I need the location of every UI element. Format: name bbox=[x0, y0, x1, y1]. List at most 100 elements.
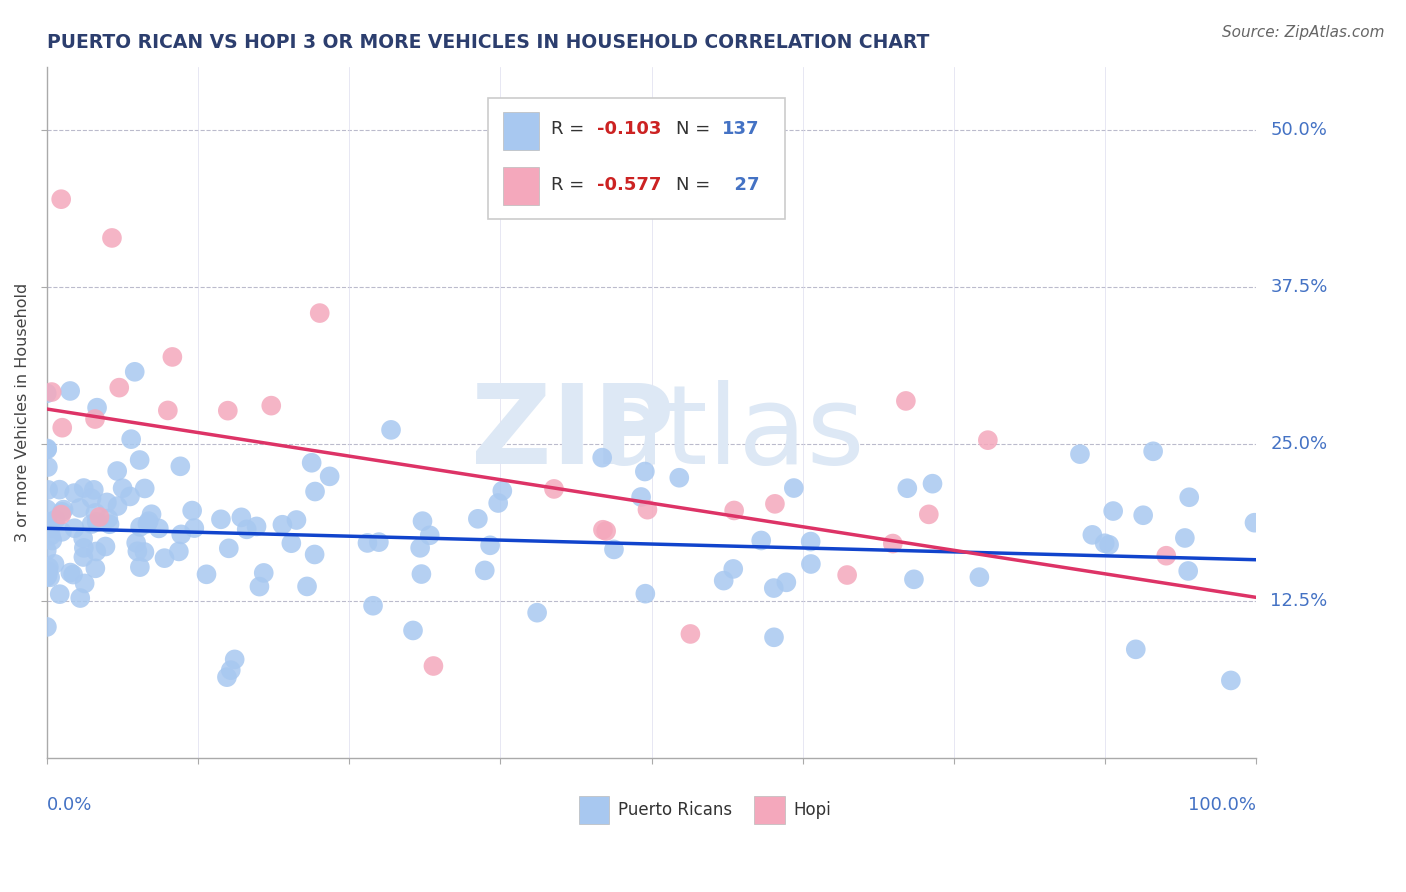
Point bbox=[41, 385, 63, 400]
Point bbox=[467, 512, 489, 526]
Point bbox=[162, 350, 184, 364]
Point bbox=[51, 420, 73, 434]
Point bbox=[412, 514, 434, 528]
Point bbox=[84, 506, 107, 520]
Point bbox=[120, 432, 142, 446]
Text: -0.577: -0.577 bbox=[598, 176, 661, 194]
Point bbox=[486, 496, 509, 510]
Point bbox=[1094, 536, 1116, 550]
Point bbox=[51, 524, 73, 539]
Point bbox=[59, 566, 82, 580]
Point bbox=[35, 515, 58, 529]
Point bbox=[921, 476, 943, 491]
Text: 0.0%: 0.0% bbox=[46, 797, 91, 814]
Bar bbox=[503, 168, 538, 205]
Point bbox=[218, 541, 240, 556]
Point bbox=[380, 423, 402, 437]
Y-axis label: 3 or more Vehicles in Household: 3 or more Vehicles in Household bbox=[15, 283, 30, 542]
Point bbox=[1132, 508, 1154, 523]
Point bbox=[763, 630, 786, 644]
Text: PUERTO RICAN VS HOPI 3 OR MORE VEHICLES IN HOUSEHOLD CORRELATION CHART: PUERTO RICAN VS HOPI 3 OR MORE VEHICLES … bbox=[46, 33, 929, 52]
Point bbox=[80, 491, 103, 506]
Point bbox=[775, 575, 797, 590]
Point bbox=[474, 563, 496, 577]
Point bbox=[169, 459, 191, 474]
Point bbox=[723, 562, 745, 576]
Text: Puerto Ricans: Puerto Ricans bbox=[617, 801, 731, 819]
Point bbox=[1069, 447, 1091, 461]
Text: 137: 137 bbox=[721, 120, 759, 138]
Point bbox=[39, 521, 62, 535]
Text: -0.103: -0.103 bbox=[598, 120, 661, 138]
Point bbox=[409, 541, 432, 555]
Point bbox=[69, 591, 91, 605]
Point bbox=[37, 483, 59, 497]
Point bbox=[51, 505, 73, 519]
Point bbox=[44, 513, 66, 527]
Point bbox=[108, 381, 131, 395]
Point bbox=[101, 231, 124, 245]
Point bbox=[124, 365, 146, 379]
Point bbox=[356, 536, 378, 550]
Point bbox=[783, 481, 806, 495]
Point bbox=[318, 469, 340, 483]
Point bbox=[361, 599, 384, 613]
Point bbox=[125, 535, 148, 549]
Point bbox=[800, 534, 823, 549]
FancyBboxPatch shape bbox=[488, 98, 785, 219]
Point bbox=[94, 540, 117, 554]
Point bbox=[35, 620, 58, 634]
Point bbox=[83, 483, 105, 497]
Text: N =: N = bbox=[676, 120, 716, 138]
Point bbox=[591, 450, 613, 465]
Point bbox=[1177, 564, 1199, 578]
Text: Source: ZipAtlas.com: Source: ZipAtlas.com bbox=[1222, 25, 1385, 40]
Point bbox=[98, 517, 121, 532]
Point bbox=[35, 570, 58, 584]
Point bbox=[1154, 549, 1177, 563]
Point bbox=[918, 508, 941, 522]
Point bbox=[136, 516, 159, 531]
Point bbox=[301, 456, 323, 470]
Point bbox=[37, 564, 59, 578]
Point bbox=[127, 544, 149, 558]
Point bbox=[419, 528, 441, 542]
Point bbox=[105, 464, 128, 478]
Text: atlas: atlas bbox=[596, 380, 865, 487]
Point bbox=[402, 624, 425, 638]
Point bbox=[894, 393, 917, 408]
Point bbox=[231, 510, 253, 524]
Point bbox=[35, 543, 58, 558]
Point bbox=[1142, 444, 1164, 458]
Point bbox=[903, 572, 925, 586]
Point bbox=[84, 561, 107, 575]
Point bbox=[72, 549, 94, 564]
Point bbox=[308, 306, 330, 320]
Point bbox=[749, 533, 772, 548]
Point bbox=[1174, 531, 1197, 545]
Point bbox=[107, 499, 129, 513]
Point bbox=[1243, 516, 1265, 530]
Point bbox=[679, 627, 702, 641]
Point bbox=[636, 502, 658, 516]
Point bbox=[129, 520, 152, 534]
Point bbox=[156, 403, 179, 417]
Bar bbox=[755, 797, 785, 824]
Point bbox=[411, 567, 433, 582]
Text: Hopi: Hopi bbox=[793, 801, 831, 819]
Point bbox=[89, 510, 111, 524]
Point bbox=[224, 652, 246, 666]
Point bbox=[304, 484, 326, 499]
Point bbox=[195, 567, 218, 582]
Point bbox=[592, 523, 614, 537]
Point bbox=[181, 503, 204, 517]
Point bbox=[96, 495, 118, 509]
Point bbox=[39, 570, 62, 584]
Text: 12.5%: 12.5% bbox=[1271, 592, 1327, 610]
Point bbox=[128, 453, 150, 467]
Text: 25.0%: 25.0% bbox=[1271, 435, 1327, 453]
Point bbox=[763, 497, 786, 511]
Point bbox=[167, 544, 190, 558]
Point bbox=[668, 471, 690, 485]
Point bbox=[153, 551, 176, 566]
